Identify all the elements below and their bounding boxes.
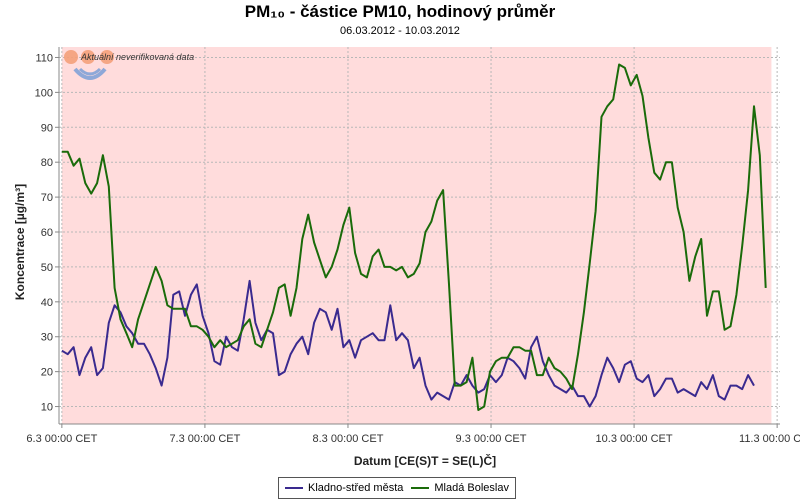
y-tick-label: 80	[41, 157, 53, 169]
logo-circle	[81, 50, 95, 64]
y-tick-label: 90	[41, 122, 53, 134]
y-tick-label: 110	[35, 52, 53, 64]
logo-circle	[100, 50, 114, 64]
legend-swatch-mlada-boleslav	[411, 487, 430, 489]
x-tick-label: 11.3 00:00 CET	[739, 433, 800, 445]
y-tick-label: 10	[41, 402, 53, 414]
series-lines	[61, 63, 767, 411]
y-tick-label: 60	[41, 227, 53, 239]
x-tick-label: 9.3 00:00 CET	[456, 433, 527, 445]
x-tick-label: 10.3 00:00 CET	[596, 433, 673, 445]
y-tick-label: 40	[41, 297, 53, 309]
legend-item-kladno: Kladno-střed města	[285, 482, 403, 494]
data-region	[61, 47, 772, 424]
x-tick-label: 7.3 00:00 CET	[169, 433, 240, 445]
y-tick-label: 70	[41, 192, 53, 204]
series-line-mlada-boleslav	[61, 63, 767, 411]
chart-title: PM₁₀ - částice PM10, hodinový průměr	[244, 2, 556, 21]
y-tick-label: 30	[41, 332, 53, 344]
series-line-kladno	[61, 279, 755, 408]
chart-subtitle: 06.03.2012 - 10.03.2012	[340, 25, 460, 37]
legend-swatch-kladno	[285, 487, 303, 489]
watermark-text: Aktuální neverifikovaná data	[81, 52, 195, 62]
y-tick-label: 100	[35, 87, 53, 99]
watermark-logo	[64, 50, 114, 80]
legend-label-kladno: Kladno-střed města	[308, 482, 404, 494]
plot-area	[59, 47, 780, 424]
legend-item-mlada-boleslav: Mladá Boleslav	[411, 482, 509, 494]
logo-arc	[78, 67, 102, 76]
logo-arc	[73, 67, 107, 80]
legend-label-mlada-boleslav: Mladá Boleslav	[434, 482, 509, 494]
x-tick-label: 6.3 00:00 CET	[26, 433, 97, 445]
gridlines	[59, 47, 780, 424]
x-axis-title: Datum [CE(S)T = SE(L)Č]	[354, 453, 496, 468]
legend: Kladno-střed města Mladá Boleslav	[278, 477, 516, 499]
logo-circle	[64, 50, 78, 64]
axes: 10 20 30 40 50 60 70 80 90 100 110 6.3 00:00 CET 7.3…	[26, 47, 800, 445]
y-axis-title: Koncentrace [µg/m³]	[13, 184, 27, 300]
x-tick-label: 8.3 00:00 CET	[313, 433, 384, 445]
y-tick-label: 50	[41, 262, 53, 274]
y-tick-label: 20	[41, 367, 53, 379]
